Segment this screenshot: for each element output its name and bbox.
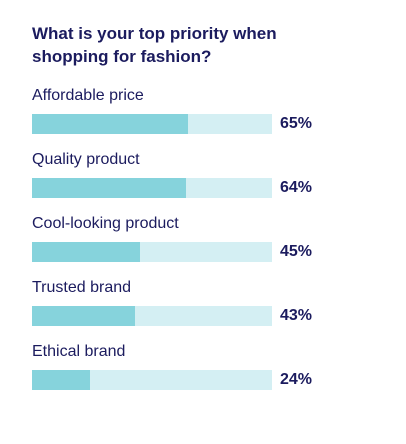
category-label: Quality product (32, 151, 140, 168)
category-label: Cool-looking product (32, 215, 179, 232)
category-label: Trusted brand (32, 279, 132, 296)
bar-track (32, 178, 272, 198)
bar (32, 114, 188, 134)
value-label: 64% (280, 179, 313, 196)
bar-track (32, 370, 272, 390)
bar (32, 306, 136, 326)
chart-title: What is your top priority when shopping … (32, 24, 277, 66)
category-label: Affordable price (32, 87, 144, 104)
bar-track (32, 306, 272, 326)
bar-row: Affordable price 65% (32, 86, 372, 142)
value-label: 45% (280, 243, 313, 260)
value-label: 43% (280, 307, 313, 324)
value-label: 65% (280, 115, 313, 132)
bar-row: Trusted brand 43% (32, 278, 372, 334)
bar-row: Quality product 64% (32, 150, 372, 206)
value-label: 24% (280, 371, 313, 388)
bar-track (32, 114, 272, 134)
category-label: Ethical brand (32, 343, 126, 360)
bar-row: Ethical brand 24% (32, 342, 372, 398)
bar (32, 370, 90, 390)
bar (32, 242, 140, 262)
bar-row: Cool-looking product 45% (32, 214, 372, 270)
bar (32, 178, 186, 198)
bar-track (32, 242, 272, 262)
